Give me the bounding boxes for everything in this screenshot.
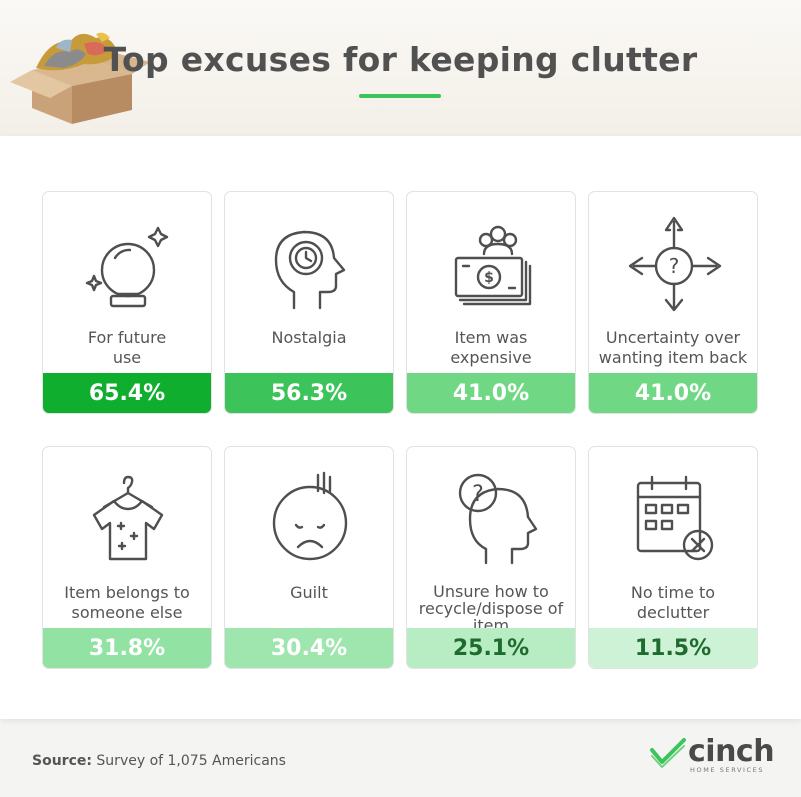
chart-card: $ Item was expensive 41.0% (406, 191, 576, 414)
value-label: 65.4% (88, 381, 166, 406)
head-clock-icon (274, 230, 346, 310)
chart-card: Item belongs to someone else 31.8% (42, 446, 212, 669)
title-underline (359, 94, 441, 98)
source-text: Survey of 1,075 Americans (96, 753, 286, 769)
value-bar: 31.8% (43, 628, 211, 668)
clutter-box-illustration (10, 32, 150, 124)
money-people-icon: $ (454, 225, 532, 306)
chart-card: Guilt 30.4% (224, 446, 394, 669)
category-label: Item belongs to someone else (64, 583, 190, 622)
source-label: Source: (32, 753, 92, 769)
value-label: 41.0% (452, 381, 530, 406)
logo-tagline: HOME SERVICES (690, 766, 765, 774)
value-bar: 56.3% (225, 373, 393, 413)
calendar-x-icon (636, 475, 714, 561)
value-bar: 41.0% (589, 373, 757, 413)
chart-card: ? Uncertainty over wanting item back 41.0… (588, 191, 758, 414)
value-label: 56.3% (270, 381, 348, 406)
category-label: Unsure how to recycle/dispose of item (418, 582, 564, 635)
value-bar: 41.0% (407, 373, 575, 413)
head-question-icon: ? (458, 473, 538, 565)
category-label: No time to declutter (630, 583, 716, 622)
chart-card: Nostalgia 56.3% (224, 191, 394, 414)
value-bar: 25.1% (407, 628, 575, 668)
svg-text:$: $ (484, 270, 494, 286)
value-label: 30.4% (270, 636, 348, 661)
value-label: 11.5% (634, 636, 712, 661)
category-label: Nostalgia (271, 328, 347, 347)
category-label: Uncertainty over wanting item back (598, 328, 748, 367)
header-banner: Top excuses for keeping clutter (0, 0, 801, 136)
sad-face-icon (272, 471, 348, 561)
chart-card: For future use 65.4% (42, 191, 212, 414)
crystal-ball-icon (85, 226, 169, 308)
svg-text:?: ? (669, 254, 680, 278)
page-title: Top excuses for keeping clutter (103, 40, 698, 79)
chart-card: ? Unsure how to recycle/dispose of item 25… (406, 446, 576, 669)
shirt-hanger-icon (92, 475, 164, 561)
category-label: For future use (87, 328, 167, 367)
cinch-logo: cinch HOME SERVICES (648, 732, 775, 778)
value-label: 25.1% (452, 636, 530, 661)
value-label: 31.8% (88, 636, 166, 661)
checkmark-logo-icon (650, 738, 686, 768)
category-label: Item was expensive (450, 328, 532, 367)
svg-text:?: ? (472, 482, 484, 507)
value-bar: 65.4% (43, 373, 211, 413)
source-note: Source: Survey of 1,075 Americans (32, 753, 286, 769)
question-arrows-icon: ? (628, 216, 722, 312)
value-label: 41.0% (634, 381, 712, 406)
logo-wordmark: cinch (688, 734, 775, 769)
category-label: Guilt (290, 583, 328, 602)
chart-card: No time to declutter 11.5% (588, 446, 758, 669)
value-bar: 30.4% (225, 628, 393, 668)
value-bar: 11.5% (589, 628, 757, 668)
